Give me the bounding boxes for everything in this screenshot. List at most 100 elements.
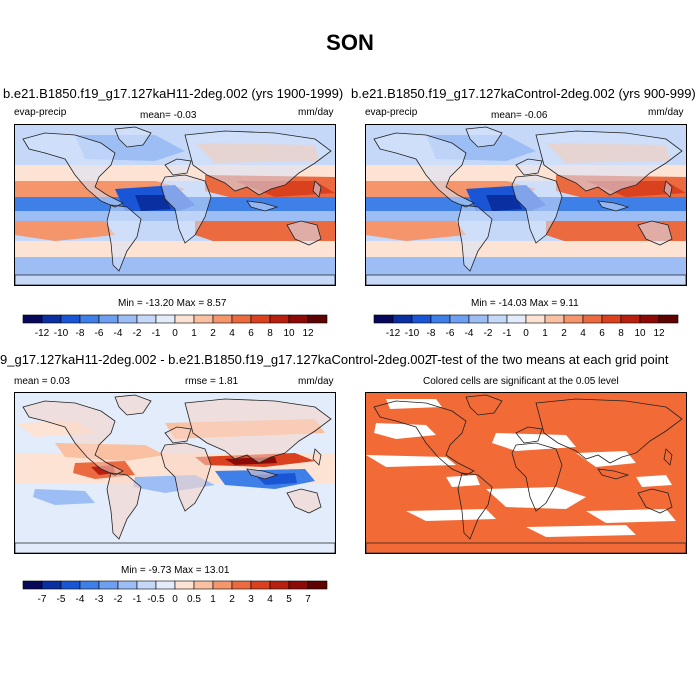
colorbar-tick-label: -1: [152, 328, 161, 339]
coastline-6: [286, 220, 322, 246]
land-shade-2: [458, 205, 492, 271]
coastline-4: [511, 174, 563, 244]
colorbar-swatch: [136, 580, 157, 590]
panel1-mean: mean= -0.03: [140, 110, 197, 121]
land-shade-8: [598, 201, 628, 211]
colorbar-swatch: [231, 580, 252, 590]
colorbar-swatch: [212, 314, 233, 324]
panel2-minmax: Min = -14.03 Max = 9.11: [471, 298, 579, 309]
colorbar-swatch: [174, 314, 195, 324]
colorbar-tick-label: 4: [229, 328, 235, 339]
colorbar-tick-label: -4: [76, 594, 85, 605]
land-shade-5: [536, 131, 682, 195]
colorbar-tick-label: 10: [283, 328, 295, 339]
colorbar-swatch: [98, 580, 119, 590]
coastline-4: [160, 174, 212, 244]
colorbar-tick-label: -2: [114, 594, 123, 605]
colorbar-tick-label: -10: [405, 328, 420, 339]
coastline-2: [457, 204, 493, 272]
colorbar-swatch: [41, 314, 62, 324]
panel2-title: b.e21.B1850.f19_g17.127kaControl-2deg.00…: [351, 86, 696, 101]
panel3-title: 9_g17.127kaH11-2deg.002 - b.e21.B1850.f1…: [0, 352, 432, 367]
land-shade-0: [23, 401, 123, 475]
panel3-colorbar: -7 -5 -4 -3 -2 -1 -0.5 0 0.5 1 2 3 4 5 7: [22, 580, 328, 610]
colorbar-tick-label: 10: [634, 328, 646, 339]
colorbar-swatch: [658, 314, 679, 324]
panel4-map: [365, 392, 687, 554]
land-shade-8: [247, 469, 277, 479]
land-shade-0: [23, 133, 123, 207]
panel1-title: b.e21.B1850.f19_g17.127kaH11-2deg.002 (y…: [3, 86, 344, 101]
land-shade-1: [466, 127, 502, 147]
coastline-9: [366, 542, 686, 553]
significance-fill: [366, 393, 686, 553]
land-shade-4: [161, 175, 211, 243]
colorbar-swatch: [582, 314, 603, 324]
colorbar-tick-label: -8: [427, 328, 436, 339]
panel2-map: [365, 124, 687, 286]
coastline-1: [114, 394, 152, 416]
field-region-8: [15, 221, 115, 241]
land-shade-5: [185, 131, 331, 195]
coastline-1: [114, 126, 152, 148]
colorbar-swatch: [392, 314, 413, 324]
field-region-10: [15, 241, 335, 257]
colorbar-tick-label: -1: [133, 594, 142, 605]
colorbar-tick-label: 6: [248, 328, 254, 339]
colorbar-tick-label: -3: [95, 594, 104, 605]
coastline-8: [597, 468, 630, 480]
colorbar-swatch: [250, 580, 271, 590]
field-region-9: [33, 489, 95, 505]
colorbar-tick-label: 4: [267, 594, 273, 605]
colorbar-tick-label: -2: [133, 328, 142, 339]
coastline-0: [22, 400, 124, 476]
land-shade-0: [374, 133, 474, 207]
colorbar-swatch: [620, 314, 641, 324]
panel2-mean: mean= -0.06: [491, 110, 548, 121]
colorbar-swatch: [639, 314, 660, 324]
coastline-8: [597, 200, 630, 212]
colorbar-swatch: [307, 580, 328, 590]
coastline-1: [465, 394, 503, 416]
coastline-9: [366, 274, 686, 285]
land-shade-3: [165, 427, 191, 443]
panel3-mean: mean = 0.03: [14, 376, 70, 387]
colorbar-tick-label: -7: [38, 594, 47, 605]
colorbar-tick-label: 2: [210, 328, 216, 339]
coastline-7: [312, 180, 322, 198]
coastline-3: [164, 158, 192, 176]
land-shade-5: [185, 399, 331, 463]
colorbar-swatch: [212, 580, 233, 590]
panel1-units: mm/day: [298, 107, 334, 118]
coastline-3: [515, 158, 543, 176]
colorbar-tick-label: -5: [57, 594, 66, 605]
colorbar-tick-label: -1: [503, 328, 512, 339]
colorbar-swatch: [468, 314, 489, 324]
colorbar-swatch: [506, 314, 527, 324]
colorbar-tick-label: 8: [618, 328, 624, 339]
coastline-1: [465, 126, 503, 148]
coastline-5: [184, 398, 332, 464]
colorbar-tick-label: 7: [305, 594, 311, 605]
figure-title: SON: [326, 30, 374, 55]
colorbar-tick-label: -8: [76, 328, 85, 339]
colorbar-tick-label: 1: [542, 328, 548, 339]
panel1-minmax: Min = -13.20 Max = 8.57: [118, 298, 227, 309]
coastline-7: [663, 180, 673, 198]
colorbar-tick-label: 2: [561, 328, 567, 339]
colorbar-tick-label: 2: [229, 594, 235, 605]
colorbar-swatch: [174, 580, 195, 590]
colorbar-swatch: [79, 580, 100, 590]
colorbar-swatch: [22, 314, 43, 324]
colorbar-swatch: [79, 314, 100, 324]
colorbar-tick-label: -4: [114, 328, 123, 339]
colorbar-tick-label: 0.5: [187, 594, 201, 605]
colorbar-swatch: [269, 314, 290, 324]
colorbar-swatch: [98, 314, 119, 324]
coastline-5: [184, 130, 332, 196]
non-significant-region-0: [374, 423, 436, 439]
colorbar-swatch: [250, 314, 271, 324]
land-shade-4: [161, 443, 211, 511]
panel2-colorbar: -12 -10 -8 -6 -4 -2 -1 0 1 2 4 6 8 10 12: [373, 314, 679, 344]
colorbar-swatch: [563, 314, 584, 324]
